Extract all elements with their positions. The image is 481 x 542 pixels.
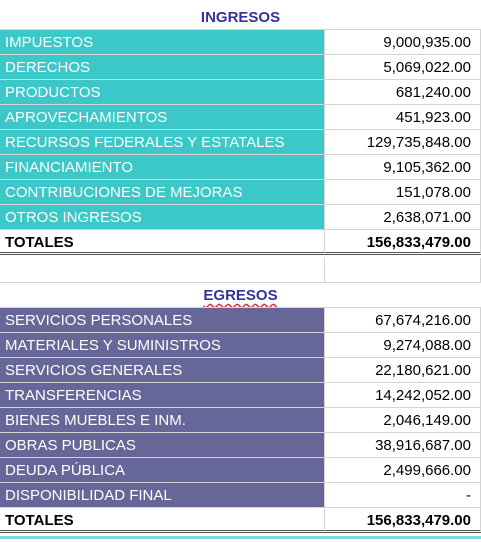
section-title: EGRESOS [0,283,481,308]
row-label: RECURSOS FEDERALES Y ESTATALES [0,130,325,155]
row-label: MATERIALES Y SUMINISTROS [0,333,325,358]
row-amount: - [325,483,481,508]
row-label: TRANSFERENCIAS [0,383,325,408]
row-amount: 22,180,621.00 [325,358,481,383]
row-label: DEUDA PÚBLICA [0,458,325,483]
row-label: OTROS INGRESOS [0,205,325,230]
row-amount: 14,242,052.00 [325,383,481,408]
row-label: DISPONIBILIDAD FINAL [0,483,325,508]
row-label: CONTRIBUCIONES DE MEJORAS [0,180,325,205]
row-amount: 451,923.00 [325,105,481,130]
row-label: APROVECHAMIENTOS [0,105,325,130]
total-label: TOTALES [0,230,325,255]
total-amount: 156,833,479.00 [325,508,481,533]
row-label: BIENES MUEBLES E INM. [0,408,325,433]
section-title: INGRESOS [0,5,481,30]
row-label: SERVICIOS PERSONALES [0,308,325,333]
row-amount: 129,735,848.00 [325,130,481,155]
row-amount: 151,078.00 [325,180,481,205]
row-amount: 2,499,666.00 [325,458,481,483]
bottom-border [0,536,481,539]
row-label: FINANCIAMIENTO [0,155,325,180]
row-label: PRODUCTOS [0,80,325,105]
row-amount: 9,105,362.00 [325,155,481,180]
row-amount: 9,000,935.00 [325,30,481,55]
row-label: SERVICIOS GENERALES [0,358,325,383]
row-amount: 681,240.00 [325,80,481,105]
row-amount: 2,638,071.00 [325,205,481,230]
row-label: DERECHOS [0,55,325,80]
row-amount: 2,046,149.00 [325,408,481,433]
row-label: OBRAS PUBLICAS [0,433,325,458]
total-label: TOTALES [0,508,325,533]
row-amount: 9,274,088.00 [325,333,481,358]
row-amount: 5,069,022.00 [325,55,481,80]
row-label: IMPUESTOS [0,30,325,55]
row-amount: 67,674,216.00 [325,308,481,333]
row-amount: 38,916,687.00 [325,433,481,458]
blank-row [325,258,481,283]
total-amount: 156,833,479.00 [325,230,481,255]
blank-row [0,258,325,283]
